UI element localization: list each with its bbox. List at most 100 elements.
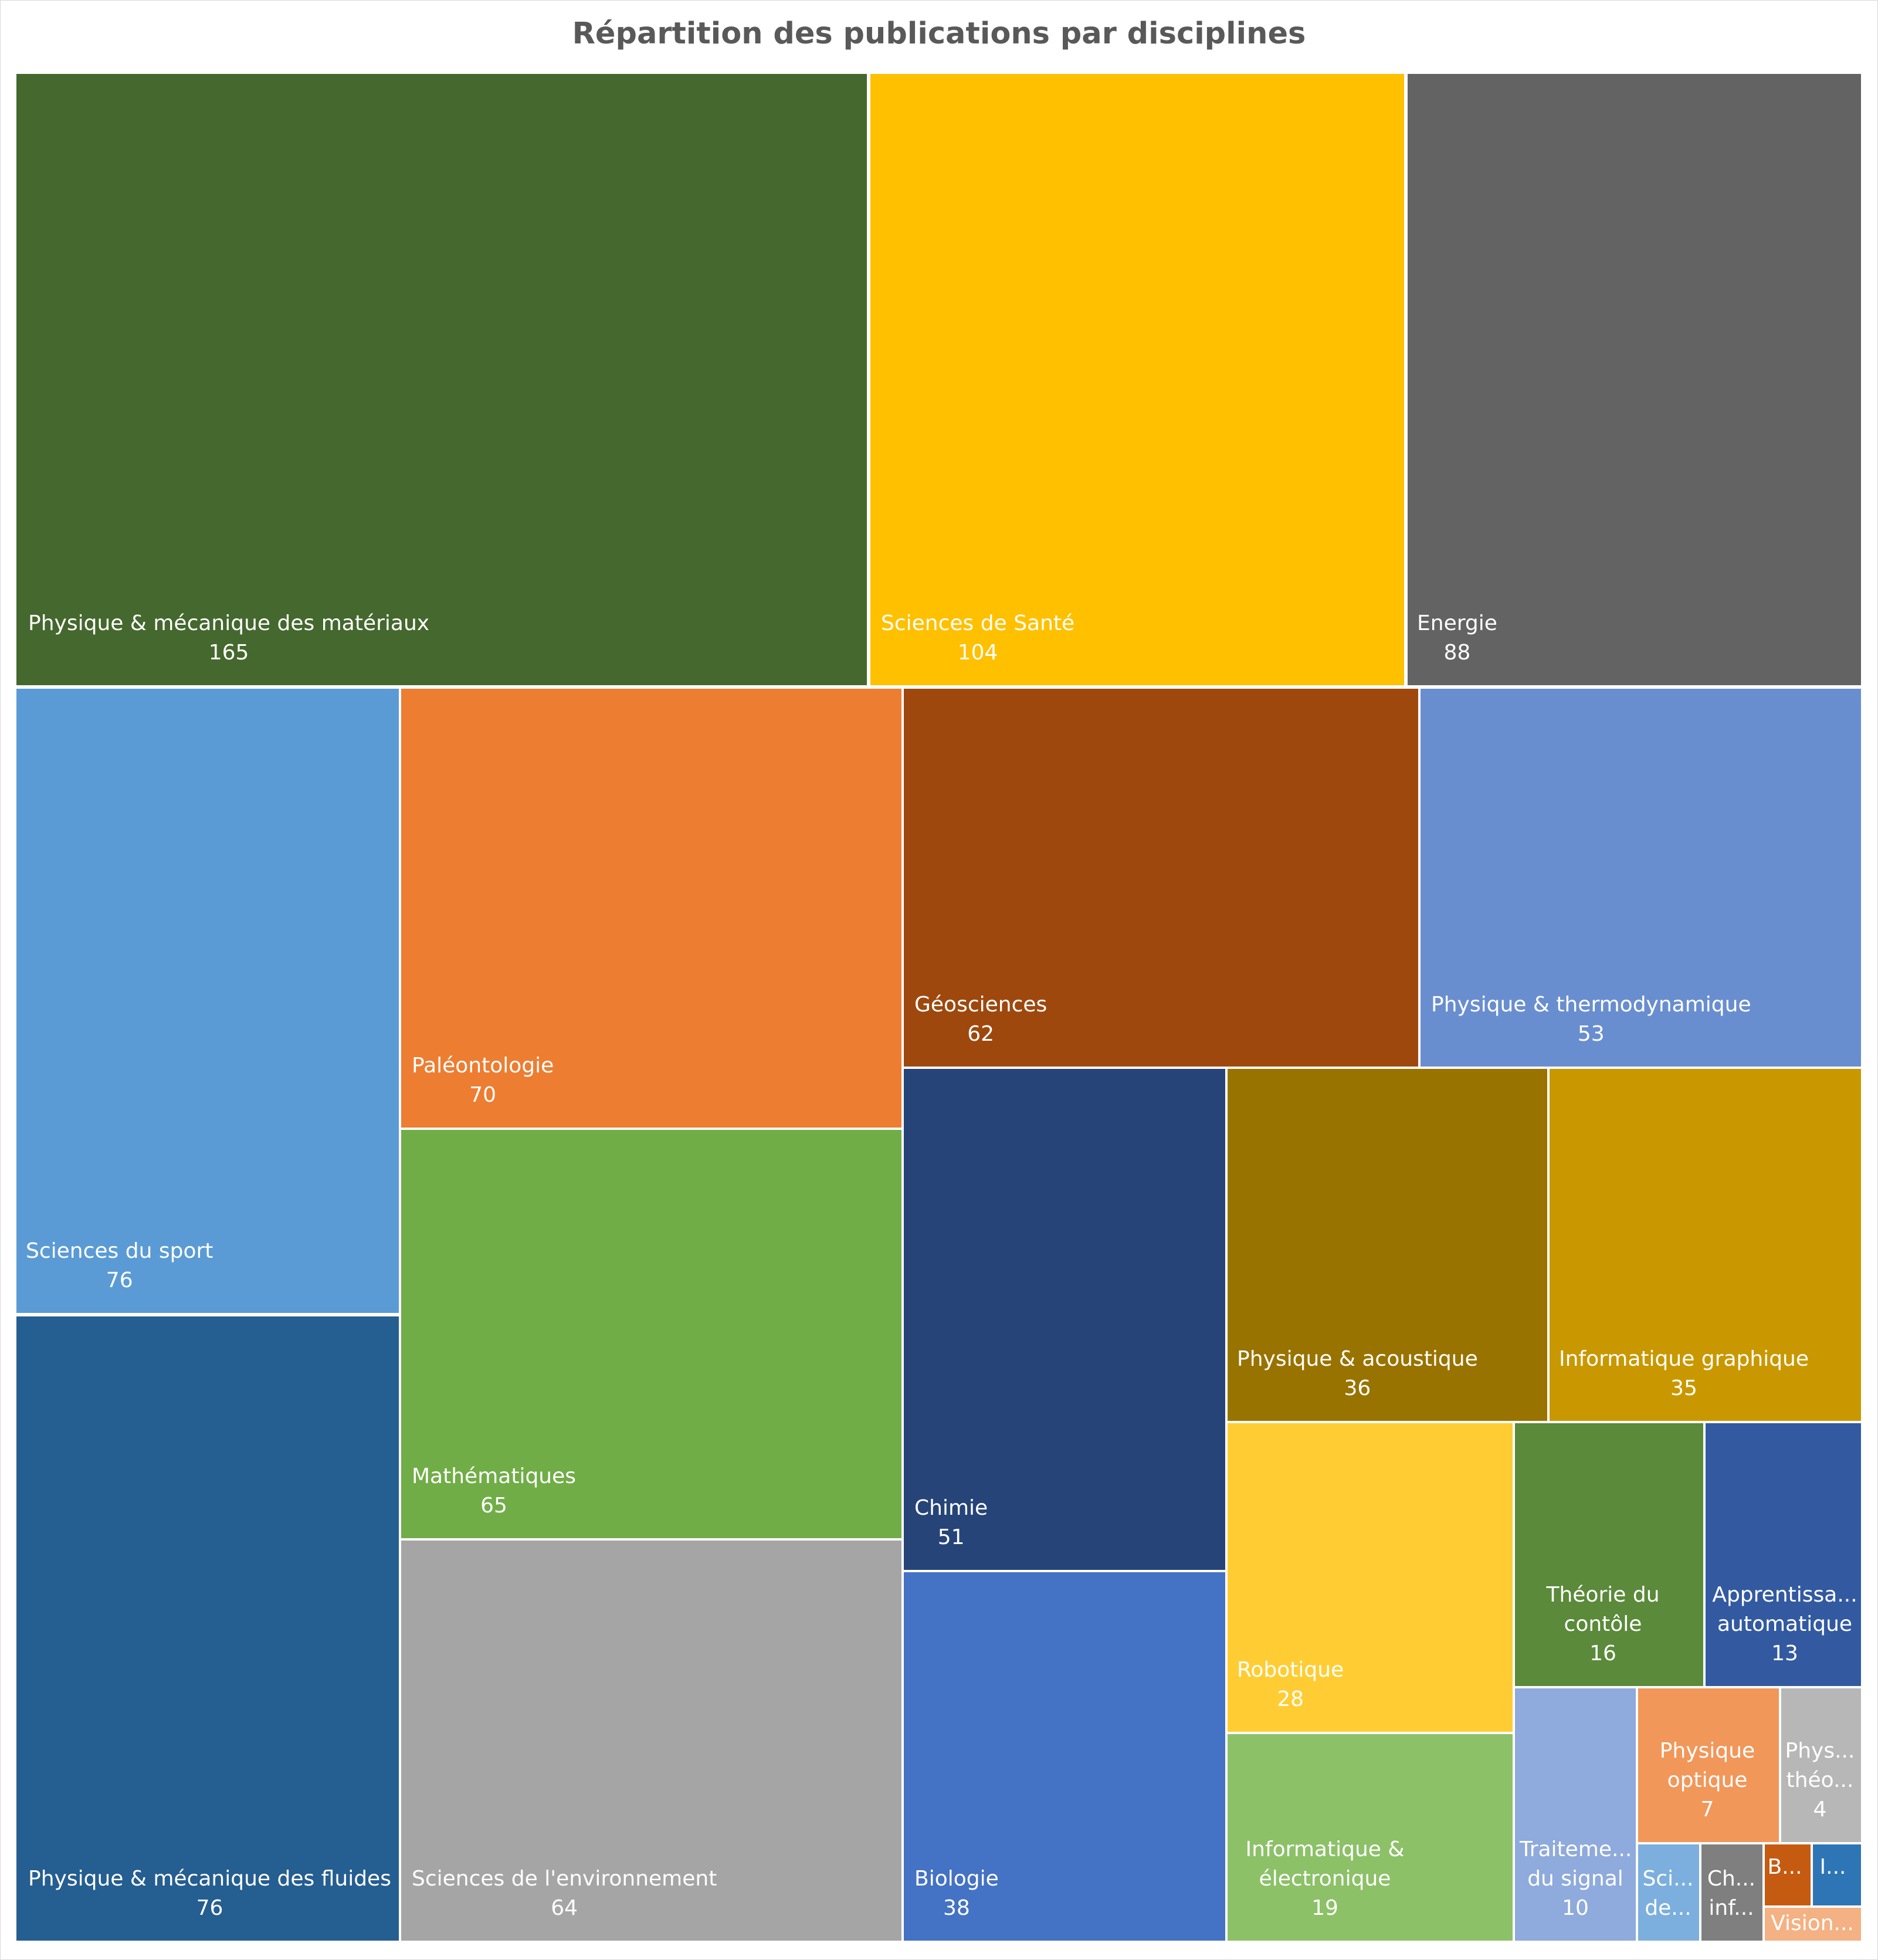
tile-label: Sci... de... [1642,1864,1694,1923]
treemap-tile: Ch... inf... [1701,1844,1762,1941]
tile-label: Sciences de l'environnement 64 [412,1864,717,1923]
tile-label: Chimie 51 [914,1494,988,1552]
tile-value: 28 [1277,1687,1304,1711]
treemap-tile: Théorie du contôle 16 [1515,1423,1703,1686]
tile-value: 64 [551,1896,578,1920]
tile-label: Traiteme... du signal 10 [1520,1835,1632,1923]
tile-name: Sciences de l'environnement [412,1867,717,1891]
treemap-tile: Energie 88 [1408,74,1861,685]
tile-name: Paléontologie [412,1054,554,1078]
tile-name: automatique [1717,1612,1853,1636]
tile-value: 10 [1562,1896,1589,1920]
treemap-tile: Phys... théo... 4 [1781,1688,1861,1842]
tile-value: 76 [196,1896,223,1920]
tile-name: Physique & mécanique des matériaux [28,611,430,635]
tile-name: B... [1767,1855,1802,1879]
tile-name: Vision... [1771,1911,1854,1935]
tile-label: Géosciences 62 [914,990,1047,1049]
treemap-tile: Physique optique 7 [1638,1688,1779,1842]
tile-name: Géosciences [914,993,1048,1017]
treemap-tile: Sciences du sport 76 [16,689,399,1313]
treemap-tile: Sciences de l'environnement 64 [401,1541,901,1941]
tile-label: B... [1767,1853,1802,1882]
treemap-tile: Sci... de... [1638,1844,1699,1941]
tile-label: Ch... inf... [1705,1864,1758,1923]
tile-name: Sciences du sport [26,1239,213,1263]
treemap-tile: I... [1813,1844,1861,1905]
tile-label: Physique & mécanique des fluides 76 [28,1864,391,1923]
tile-value: 165 [208,641,249,665]
tile-name: optique [1667,1768,1748,1792]
treemap-tile: Traiteme... du signal 10 [1515,1688,1636,1941]
tile-label: Mathématiques 65 [412,1462,576,1521]
tile-name: électronique [1259,1867,1391,1891]
tile-name: inf... [1708,1896,1754,1920]
tile-value: 76 [106,1268,133,1292]
tile-label: I... [1815,1853,1850,1882]
tile-name: Physique & acoustique [1237,1347,1478,1371]
tile-name: Informatique & [1245,1837,1405,1861]
tile-value: 104 [957,641,998,665]
treemap-tile: Informatique graphique 35 [1550,1069,1861,1421]
tile-name: Energie [1417,611,1497,635]
tile-value: 35 [1670,1376,1697,1400]
treemap-tile: Physique & mécanique des matériaux 165 [16,74,867,685]
tile-name: Physique & thermodynamique [1431,993,1751,1017]
tile-name: Physique [1659,1739,1755,1763]
tile-value: 13 [1771,1641,1798,1666]
tile-name: Chimie [914,1496,988,1520]
tile-value: 70 [469,1083,497,1107]
tile-name: de... [1645,1896,1691,1920]
tile-label: Théorie du contôle 16 [1521,1580,1685,1668]
tile-name: Théorie du [1546,1583,1660,1607]
tile-name: Biologie [914,1867,999,1891]
tile-value: 19 [1311,1896,1338,1920]
tile-value: 65 [480,1494,507,1518]
tile-value: 7 [1700,1797,1714,1822]
tile-label: Biologie 38 [914,1864,999,1923]
treemap-tile: Géosciences 62 [904,689,1418,1067]
tile-label: Informatique & électronique 19 [1237,1835,1413,1923]
tile-label: Sciences de Santé 104 [881,609,1074,668]
chart-title: Répartition des publications par discipl… [572,16,1306,51]
tile-name: I... [1819,1855,1846,1879]
tile-name: Physique & mécanique des fluides [28,1867,391,1891]
tile-label: Paléontologie 70 [412,1051,554,1110]
tile-name: Traiteme... [1520,1837,1632,1861]
treemap-tile: B... [1765,1844,1811,1905]
tile-label: Physique & mécanique des matériaux 165 [28,609,429,668]
tile-label: Informatique graphique 35 [1559,1345,1809,1403]
tile-label: Phys... théo... 4 [1785,1736,1855,1824]
tile-value: 62 [967,1022,995,1046]
tile-label: Apprentissa... automatique 13 [1711,1580,1858,1668]
treemap-tile: Sciences de Santé 104 [870,74,1404,685]
tile-name: Mathématiques [412,1464,577,1488]
tile-name: contôle [1564,1612,1642,1636]
tile-name: Phys... [1785,1739,1855,1763]
treemap-tile: Physique & thermodynamique 53 [1421,689,1861,1067]
treemap-tile: Biologie 38 [904,1572,1225,1941]
treemap-tile: Paléontologie 70 [401,689,901,1128]
tile-name: Sciences de Santé [881,611,1075,635]
tile-label: Sciences du sport 76 [26,1237,213,1295]
tile-value: 36 [1344,1376,1371,1400]
tile-label: Physique & thermodynamique 53 [1431,990,1751,1049]
tile-value: 4 [1813,1797,1827,1822]
tile-label: Physique & acoustique 36 [1237,1345,1478,1403]
tile-name: Sci... [1642,1867,1694,1891]
tile-label: Robotique 28 [1237,1656,1344,1714]
tile-label: Physique optique 7 [1643,1736,1772,1824]
treemap-tile: Physique & acoustique 36 [1228,1069,1547,1421]
tile-label: Vision... [1768,1909,1856,1938]
treemap-tile: Physique & mécanique des fluides 76 [16,1316,399,1941]
treemap-tile: Mathématiques 65 [401,1130,901,1538]
tile-name: du signal [1527,1867,1623,1891]
tile-value: 16 [1589,1641,1616,1666]
tile-name: Robotique [1237,1658,1344,1682]
tile-value: 38 [943,1896,970,1920]
treemap-tile: Vision... [1765,1908,1861,1941]
tile-value: 53 [1577,1022,1605,1046]
tile-value: 51 [937,1525,965,1549]
treemap-tile: Informatique & électronique 19 [1228,1734,1513,1941]
tile-name: théo... [1786,1768,1854,1792]
